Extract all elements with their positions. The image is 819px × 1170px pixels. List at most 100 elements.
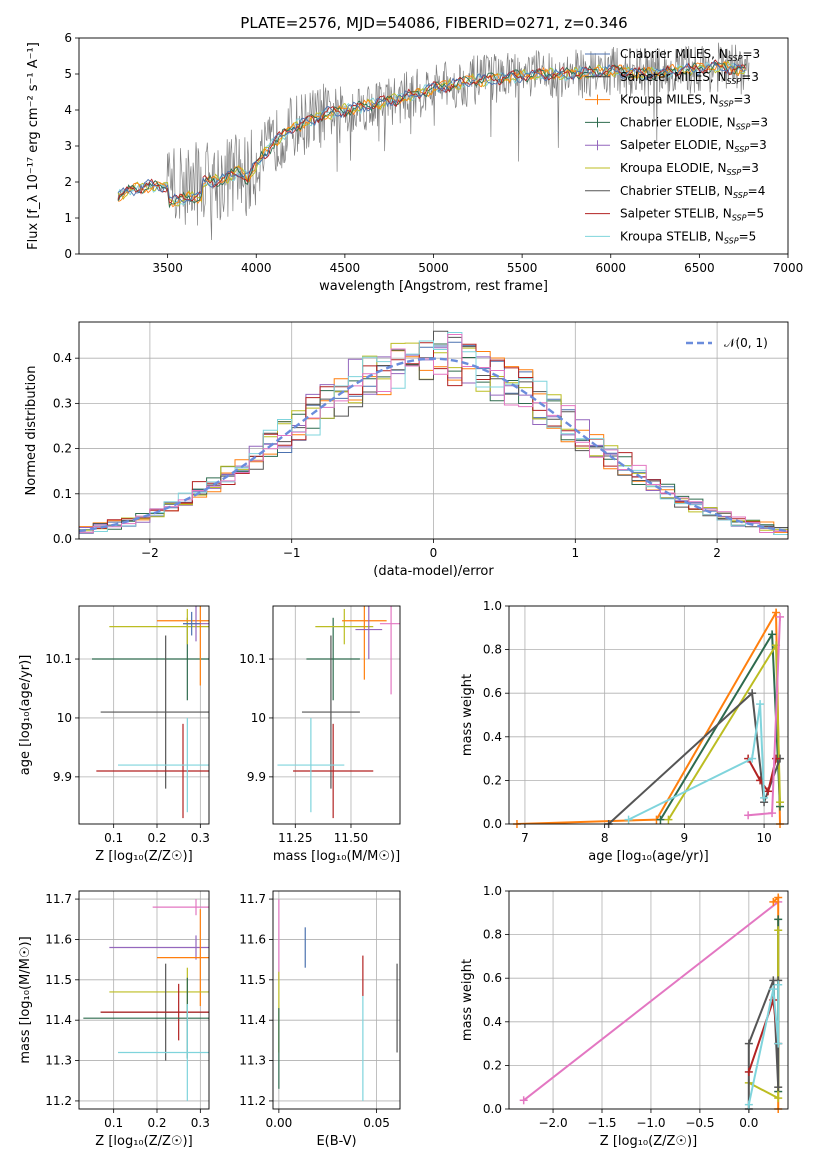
y-tick-label: 11.6 (45, 932, 72, 946)
mass-weight-marker (774, 1094, 783, 1103)
y-tick-label: 10.1 (239, 652, 266, 666)
legend-label: Chabrier ELODIE, NSSP=3 (620, 115, 768, 131)
x-tick-label: −2 (141, 546, 159, 560)
mass-vs-ebv-frame (272, 890, 401, 1110)
spectrum-legend: Chabrier MILES, NSSP=3 Salpeter MILES, NS… (585, 47, 768, 245)
x-tick-label: 6000 (595, 261, 626, 275)
mass-weight-line (523, 901, 779, 1102)
x-tick-label: 1 (571, 546, 579, 560)
mass-weight-marker (769, 985, 778, 994)
errorbar-point (355, 606, 383, 660)
model-line (117, 61, 746, 208)
errorbar-point (301, 635, 360, 789)
y-tick-label: 0.4 (53, 351, 72, 365)
errorbar-point (157, 909, 209, 1007)
y-tick-label: 11.6 (239, 932, 266, 946)
x-tick-label: 0.05 (363, 1116, 390, 1130)
x-tick-label: 11.50 (334, 831, 368, 845)
x-axis-label: mass [log₁₀(M/M☉)] (273, 849, 400, 864)
mass-weight-marker (774, 893, 783, 902)
errorbar-point (293, 723, 374, 819)
x-axis-label: (data-model)/error (373, 564, 494, 579)
axes-massweight-vs-Z: −2.0 −1.5 −1.0 −0.5 0.0 0.0 0.2 0.4 0.6 0.8 1.0 Z [… (460, 884, 788, 1149)
mass-weight-marker (768, 809, 777, 818)
mass-weight-line (747, 984, 780, 1105)
y-tick-label: 0.1 (53, 487, 72, 501)
age-vs-Z-frame (78, 605, 210, 825)
mass-weight-marker (764, 787, 773, 796)
mass-weight-marker (756, 700, 765, 709)
mass-weight-marker (748, 754, 757, 763)
x-tick-label: 5500 (507, 261, 538, 275)
x-axis-label: Z [log₁₀(Z/Z☉)] (95, 1134, 192, 1149)
y-tick-label: 3 (64, 139, 72, 153)
x-tick-label: −1.5 (587, 1116, 616, 1130)
legend-label: Kroupa MILES, NSSP=3 (620, 93, 751, 109)
x-tick-label: 7000 (773, 261, 804, 275)
model-line (117, 61, 746, 206)
y-tick-label: 0.0 (483, 1102, 502, 1116)
axes-spectrum: 3500 4000 4500 5000 5500 6000 6500 7000 0 1 2 3 4 5 6 w… (26, 31, 803, 294)
x-axis-label: wavelength [Angstrom, rest frame] (319, 279, 548, 294)
y-tick-label: 10.1 (45, 652, 72, 666)
x-tick-label: 0.2 (147, 831, 166, 845)
y-tick-label: 0.0 (53, 532, 72, 546)
y-tick-label: 10 (251, 711, 266, 725)
mass-weight-marker (768, 630, 777, 639)
mass-weight-marker (664, 815, 673, 824)
normal-curve (79, 357, 788, 533)
axes-mass-vs-ebv: 0.00 0.05 11.2 11.3 11.4 11.5 11.6 11.7 E(B-V) (239, 891, 400, 1149)
model-line (117, 61, 746, 209)
y-tick-label: 6 (64, 31, 72, 45)
y-tick-label: 0.3 (53, 396, 72, 410)
x-tick-label: 3500 (152, 261, 183, 275)
mass-weight-marker (624, 815, 633, 824)
x-axis-label: Z [log₁₀(Z/Z☉)] (600, 1134, 697, 1149)
y-tick-label: 9.9 (53, 770, 72, 784)
y-tick-label: 0.6 (483, 686, 502, 700)
y-tick-label: 10 (57, 711, 72, 725)
y-tick-label: 0.0 (483, 817, 502, 831)
x-tick-label: 5000 (418, 261, 449, 275)
x-tick-label: 4500 (330, 261, 361, 275)
x-tick-label: 6500 (684, 261, 715, 275)
massweight-vs-Z-frame (508, 890, 789, 1110)
x-tick-label: −2.0 (538, 1116, 567, 1130)
model-line (117, 59, 746, 204)
x-tick-label: −1.0 (636, 1116, 665, 1130)
mass-weight-line (607, 691, 781, 824)
mass-weight-marker (776, 798, 785, 807)
errorbar-point (109, 935, 209, 960)
x-tick-label: 0.3 (191, 1116, 210, 1130)
x-axis-label: E(B-V) (316, 1134, 356, 1149)
mass-weight-marker (656, 815, 665, 824)
x-tick-label: 0 (430, 546, 438, 560)
x-tick-label: −0.5 (685, 1116, 714, 1130)
mass-weight-line (516, 608, 781, 824)
mass-weight-marker (776, 612, 785, 621)
y-tick-label: 0.8 (483, 928, 502, 942)
errorbar-point (277, 717, 345, 813)
y-tick-label: 0.4 (483, 1015, 502, 1029)
mass-weight-marker (744, 811, 753, 820)
legend-label: Kroupa STELIB, NSSP=5 (620, 229, 756, 245)
errorbar-point (183, 611, 201, 636)
x-tick-label: 0.0 (739, 1116, 758, 1130)
legend-label: Salpeter MILES, NSSP=3 (620, 70, 759, 86)
errorbar-point (379, 606, 400, 695)
mass-weight-marker (774, 926, 783, 935)
mass-weight-line (748, 930, 780, 1100)
errorbar-point (100, 983, 209, 1041)
model-line (117, 60, 746, 203)
mass-weight-marker (774, 915, 783, 924)
mass-weight-marker (744, 1067, 753, 1076)
x-tick-label: −1 (283, 546, 301, 560)
x-tick-label: 9 (681, 831, 689, 845)
y-tick-label: 0.2 (483, 1058, 502, 1072)
x-axis-label: age [log₁₀(age/yr)] (588, 849, 709, 864)
x-tick-label: 2 (713, 546, 721, 560)
y-tick-label: 1 (64, 211, 72, 225)
y-tick-label: 1.0 (483, 599, 502, 613)
y-tick-label: 5 (64, 67, 72, 81)
y-axis-label: age [log₁₀(age/yr)] (18, 655, 33, 776)
